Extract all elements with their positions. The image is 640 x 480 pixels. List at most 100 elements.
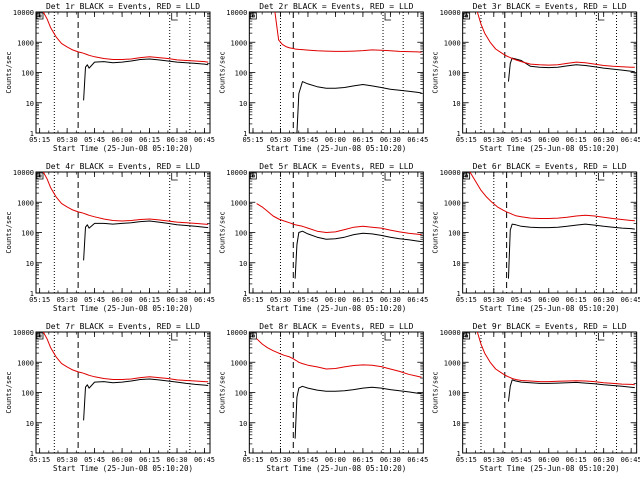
y-tick-label: 10000 (440, 169, 461, 177)
y-tick-label: 1 (456, 130, 460, 138)
y-tick-label: 10000 (226, 9, 247, 17)
y-tick-label: 1000 (230, 199, 247, 207)
y-axis-label: Counts/sec (432, 371, 440, 413)
corner-marker-icon (463, 12, 471, 20)
detector-panel: Det 8r BLACK = Events, RED = LLD 1 10 100 10… (218, 322, 428, 473)
corner-marker-icon (36, 172, 44, 180)
corner-marker-icon (463, 332, 471, 340)
plot-frame (462, 11, 638, 134)
events-series-line (294, 385, 422, 439)
x-axis-label: Start Time (25-Jun-08 05:10:20) (480, 464, 620, 473)
y-tick-label: 1000 (17, 359, 34, 367)
x-tick-label: 05:45 (297, 456, 318, 464)
x-tick-label: 06:00 (538, 296, 559, 304)
y-tick-label: 10000 (13, 169, 34, 177)
x-axis-label: Start Time (25-Jun-08 05:10:20) (266, 464, 406, 473)
x-axis-label: Start Time (25-Jun-08 05:10:20) (53, 464, 193, 473)
x-tick-label: 05:15 (456, 456, 477, 464)
detector-panel: Det 4r BLACK = Events, RED = LLD 1 10 100 10… (5, 162, 215, 313)
x-tick-label: 06:15 (139, 136, 160, 144)
events-series-line (507, 57, 635, 82)
y-tick-label: 10 (452, 420, 460, 428)
y-axis-label: Counts/sec (5, 51, 13, 93)
y-axis-label: Counts/sec (432, 51, 440, 93)
plot-frame (248, 331, 424, 454)
plot-frame (35, 331, 211, 454)
y-tick-label: 10 (452, 100, 460, 108)
y-tick-label: 10000 (226, 329, 247, 337)
y-tick-label: 10000 (440, 9, 461, 17)
y-axis-label: Counts/sec (218, 211, 226, 253)
y-tick-label: 10000 (13, 9, 34, 17)
y-axis-label: Counts/sec (218, 51, 226, 93)
x-tick-label: 06:30 (166, 456, 187, 464)
x-tick-label: 06:30 (166, 136, 187, 144)
y-tick-label: 1000 (230, 359, 247, 367)
y-tick-label: 10 (239, 420, 247, 428)
x-tick-label: 05:15 (242, 296, 263, 304)
y-tick-label: 100 (448, 390, 461, 398)
y-tick-label: 1000 (17, 39, 34, 47)
y-tick-label: 10 (26, 100, 34, 108)
x-tick-label: 05:30 (483, 456, 504, 464)
y-tick-label: 1 (456, 290, 460, 298)
x-tick-label: 06:45 (407, 456, 428, 464)
corner-marker-icon (171, 333, 178, 341)
detector-panel: Det 9r BLACK = Events, RED = LLD 1 10 100 10… (432, 322, 640, 473)
chart-title: Det 1r BLACK = Events, RED = LLD (46, 2, 200, 11)
x-tick-label: 06:45 (194, 136, 215, 144)
x-tick-label: 06:15 (352, 136, 373, 144)
detector-panel: Det 3r BLACK = Events, RED = LLD 1 10 100 10… (432, 2, 640, 153)
x-tick-label: 06:15 (566, 456, 587, 464)
corner-marker-icon (36, 332, 44, 340)
x-tick-label: 06:30 (380, 456, 401, 464)
x-tick-label: 06:00 (112, 296, 133, 304)
y-tick-label: 1 (456, 450, 460, 458)
y-tick-label: 100 (21, 230, 34, 238)
x-axis-label: Start Time (25-Jun-08 05:10:20) (480, 144, 620, 153)
y-tick-label: 10 (239, 100, 247, 108)
corner-marker-icon (597, 13, 605, 21)
events-series-line (83, 58, 209, 101)
y-tick-label: 1000 (444, 359, 461, 367)
x-tick-label: 05:30 (57, 296, 78, 304)
y-tick-label: 100 (448, 70, 461, 78)
y-tick-label: 10 (452, 260, 460, 268)
x-tick-label: 06:45 (621, 456, 640, 464)
y-tick-label: 10 (26, 420, 34, 428)
x-tick-label: 06:30 (166, 296, 187, 304)
x-tick-label: 06:15 (352, 456, 373, 464)
corner-marker-icon (384, 13, 392, 21)
x-tick-label: 05:30 (57, 456, 78, 464)
chart-title: Det 5r BLACK = Events, RED = LLD (259, 162, 413, 171)
lld-series-line (476, 11, 635, 68)
x-tick-label: 06:30 (593, 136, 614, 144)
x-tick-label: 05:30 (270, 136, 291, 144)
y-tick-label: 10 (26, 260, 34, 268)
x-tick-label: 05:45 (511, 456, 532, 464)
corner-marker-icon (384, 173, 392, 181)
x-tick-label: 05:15 (242, 136, 263, 144)
y-tick-label: 10000 (226, 169, 247, 177)
x-axis-label: Start Time (25-Jun-08 05:10:20) (480, 304, 620, 313)
detector-panel: Det 2r BLACK = Events, RED = LLD 1 10 100 10… (218, 2, 428, 153)
x-tick-label: 06:00 (112, 136, 133, 144)
y-tick-label: 1 (30, 450, 34, 458)
x-tick-label: 05:15 (456, 136, 477, 144)
y-tick-label: 10000 (13, 329, 34, 337)
corner-marker-icon (384, 333, 392, 341)
y-axis-label: Counts/sec (5, 371, 13, 413)
lld-series-line (469, 171, 635, 222)
x-tick-label: 05:30 (483, 136, 504, 144)
y-axis-label: Counts/sec (5, 211, 13, 253)
chart-title: Det 6r BLACK = Events, RED = LLD (473, 162, 627, 171)
plot-frame (462, 331, 638, 454)
events-series-line (294, 230, 422, 279)
events-series-line (507, 223, 635, 279)
x-tick-label: 05:45 (511, 296, 532, 304)
corner-marker-icon (171, 173, 178, 181)
x-tick-label: 05:30 (483, 296, 504, 304)
x-tick-label: 05:15 (456, 296, 477, 304)
x-tick-label: 06:45 (621, 136, 640, 144)
